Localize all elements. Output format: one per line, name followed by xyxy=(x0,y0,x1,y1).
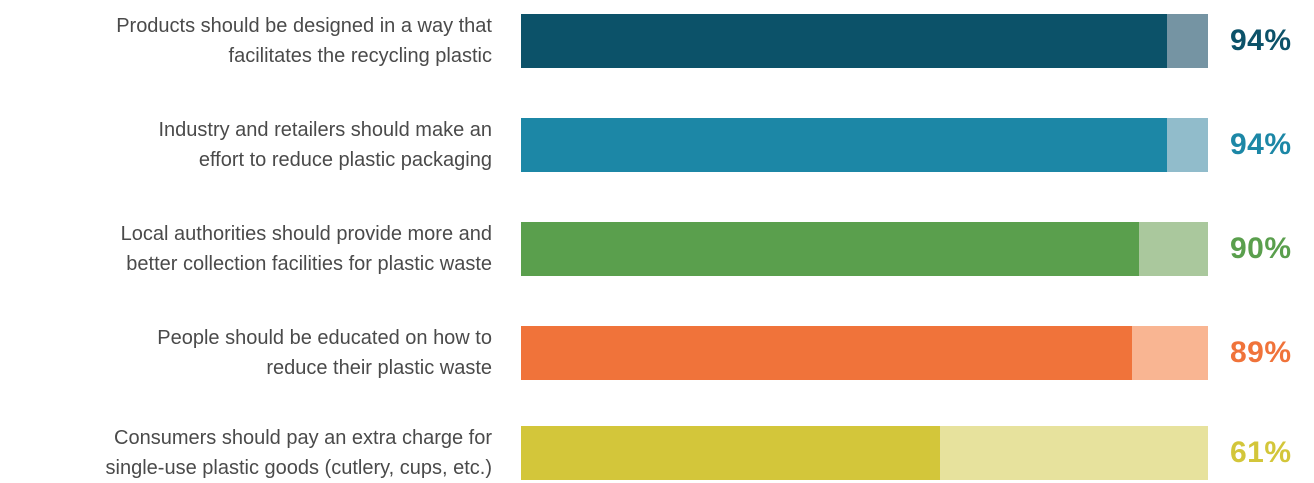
category-label: Consumers should pay an extra charge for… xyxy=(0,423,492,483)
category-label: People should be educated on how to reduc… xyxy=(0,323,492,383)
category-label-line: single-use plastic goods (cutlery, cups,… xyxy=(0,453,492,483)
bar-row: Local authorities should provide more an… xyxy=(0,222,1314,276)
category-label-line: effort to reduce plastic packaging xyxy=(0,145,492,175)
category-label: Industry and retailers should make an eff… xyxy=(0,115,492,175)
category-label: Local authorities should provide more an… xyxy=(0,219,492,279)
bar-track xyxy=(521,118,1208,172)
data-label: 94% xyxy=(1230,24,1292,58)
bar-row: People should be educated on how to reduc… xyxy=(0,326,1314,380)
data-label: 61% xyxy=(1230,436,1292,470)
category-label-line: facilitates the recycling plastic xyxy=(0,41,492,71)
data-label: 94% xyxy=(1230,128,1292,162)
bar xyxy=(521,426,940,480)
category-label-line: reduce their plastic waste xyxy=(0,353,492,383)
bar-track xyxy=(521,222,1208,276)
bar-track xyxy=(521,426,1208,480)
data-label: 89% xyxy=(1230,336,1292,370)
bar xyxy=(521,118,1167,172)
category-label-line: Industry and retailers should make an xyxy=(0,115,492,145)
category-label: Products should be designed in a way tha… xyxy=(0,11,492,71)
bar-track xyxy=(521,326,1208,380)
category-label-line: Consumers should pay an extra charge for xyxy=(0,423,492,453)
bar-row: Products should be designed in a way tha… xyxy=(0,14,1314,68)
category-label-line: Local authorities should provide more an… xyxy=(0,219,492,249)
bar xyxy=(521,222,1139,276)
bar-track xyxy=(521,14,1208,68)
category-label-line: better collection facilities for plastic… xyxy=(0,249,492,279)
category-label-line: People should be educated on how to xyxy=(0,323,492,353)
data-label: 90% xyxy=(1230,232,1292,266)
bar xyxy=(521,14,1167,68)
category-label-line: Products should be designed in a way tha… xyxy=(0,11,492,41)
bar-row: Consumers should pay an extra charge for… xyxy=(0,426,1314,480)
bar xyxy=(521,326,1132,380)
bar-row: Industry and retailers should make an eff… xyxy=(0,118,1314,172)
